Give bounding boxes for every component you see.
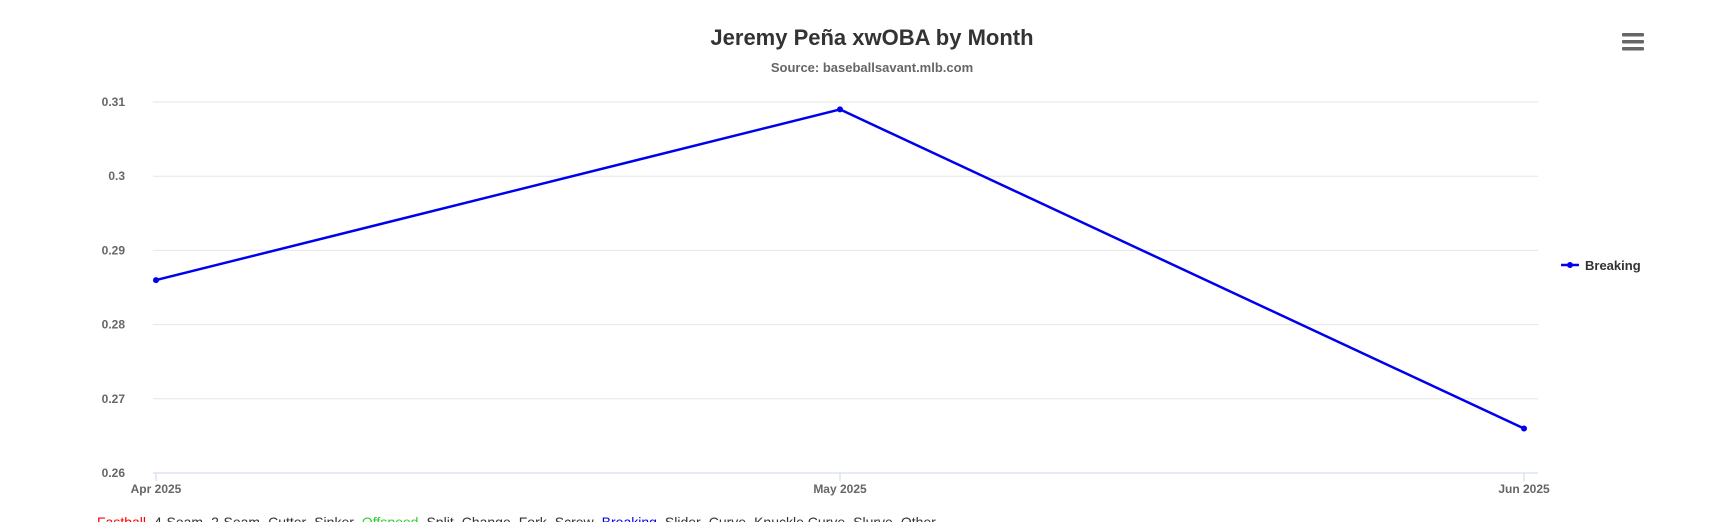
pitch-type-label: Curve bbox=[708, 514, 747, 522]
pitch-type-label: 2-Seam bbox=[211, 514, 261, 522]
x-tick-label: Apr 2025 bbox=[131, 482, 182, 496]
y-tick-label: 0.27 bbox=[102, 392, 126, 406]
pitch-type-label: Cutter bbox=[268, 514, 307, 522]
hamburger-menu-icon bbox=[1622, 33, 1644, 51]
legend-marker-symbol bbox=[1567, 262, 1573, 268]
pitch-type-label: Slurve bbox=[853, 514, 893, 522]
chart-title: Jeremy Peña xwOBA by Month bbox=[710, 25, 1033, 50]
y-tick-label: 0.28 bbox=[102, 318, 126, 332]
pitch-type-label: Split bbox=[426, 514, 454, 522]
pitch-type-label: Slider bbox=[664, 514, 701, 522]
series-line[interactable] bbox=[155, 108, 1525, 430]
y-tick-label: 0.26 bbox=[102, 466, 126, 480]
pitch-type-label: Offspeed bbox=[361, 514, 419, 522]
chart-legend[interactable]: Breaking bbox=[1561, 258, 1641, 273]
pitch-type-label: Change bbox=[461, 514, 511, 522]
chart-subtitle: Source: baseballsavant.mlb.com bbox=[771, 60, 973, 75]
series-lines bbox=[153, 106, 1527, 432]
x-tick-label: Jun 2025 bbox=[1498, 482, 1550, 496]
pitch-type-label: Fork bbox=[518, 514, 547, 522]
y-tick-label: 0.3 bbox=[108, 169, 125, 183]
series-breaking[interactable] bbox=[153, 106, 1527, 432]
x-tick-label: May 2025 bbox=[813, 482, 867, 496]
data-point[interactable] bbox=[153, 277, 159, 284]
data-point[interactable] bbox=[837, 106, 843, 113]
y-axis-labels: 0.26 0.27 0.28 0.29 0.3 0.31 bbox=[102, 95, 126, 480]
data-point[interactable] bbox=[1521, 425, 1527, 432]
pitch-type-label: Other bbox=[900, 514, 936, 522]
x-axis-labels: Apr 2025 May 2025 Jun 2025 bbox=[131, 473, 1550, 496]
legend-label: Breaking bbox=[1585, 258, 1641, 273]
y-tick-label: 0.31 bbox=[102, 95, 126, 109]
grid-lines bbox=[153, 101, 1538, 400]
pitch-type-key: Fastball 4-Seam 2-Seam Cutter Sinker Offspeed… bbox=[97, 514, 944, 522]
pitch-type-label: Knuckle Curve bbox=[754, 514, 846, 522]
pitch-type-label: Fastball bbox=[97, 514, 147, 522]
y-tick-label: 0.29 bbox=[102, 243, 126, 257]
legend-item-breaking[interactable]: Breaking bbox=[1561, 258, 1641, 273]
pitch-type-label: Breaking bbox=[601, 514, 657, 522]
pitch-type-label: Sinker bbox=[314, 514, 354, 522]
pitch-type-label: Screw bbox=[554, 514, 594, 522]
chart-menu-button[interactable] bbox=[1620, 28, 1650, 54]
pitch-type-label: 4-Seam bbox=[154, 514, 204, 522]
